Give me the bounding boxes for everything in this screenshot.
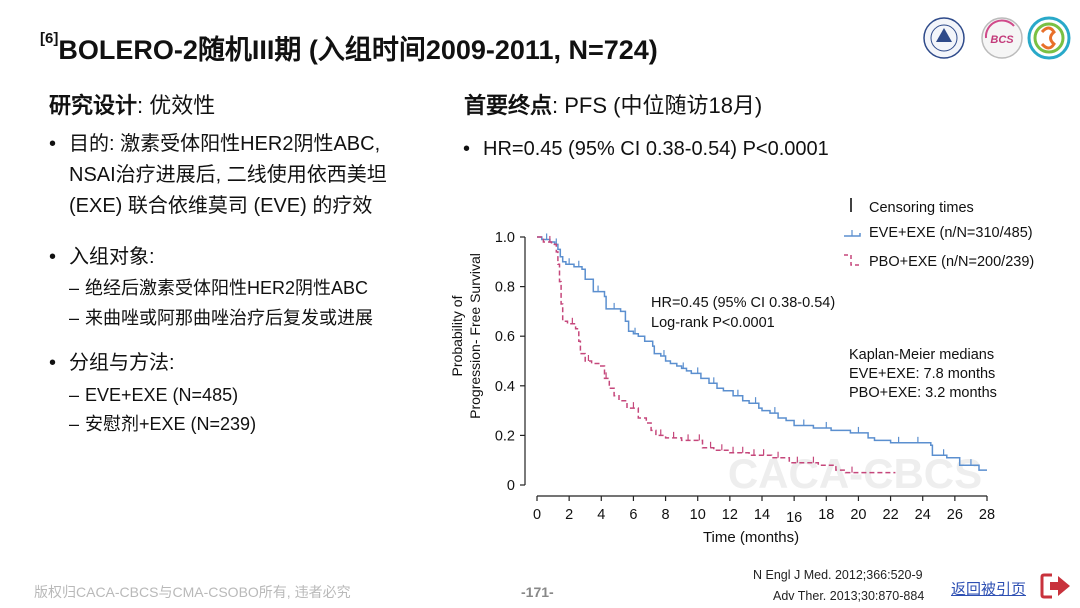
legend-censor-label: Censoring times	[869, 200, 974, 216]
x-tick-label: 6	[629, 507, 637, 523]
logos-group: BCS	[923, 16, 1071, 60]
x-tick-label: 10	[690, 507, 706, 523]
medians-annotation: Kaplan-Meier medians EVE+EXE: 7.8 months…	[849, 347, 997, 401]
kaplan-meier-chart: CACA-CBCS 00.20.40.60.81.00 2 4 6 8 10 12 14 16 1…	[449, 198, 1034, 546]
group-sub-1: – EVE+EXE (N=485)	[69, 385, 239, 405]
watermark: CACA-CBCS	[728, 450, 982, 497]
reference-2: Adv Ther. 2013;30:870-884	[773, 589, 925, 603]
grouping-bullet: • 分组与方法:	[49, 352, 175, 374]
x-tick-label: 0	[533, 507, 541, 523]
legend-eve-swatch	[844, 233, 861, 237]
y-tick-label: 0.2	[495, 428, 515, 444]
y-tick-label: 0.8	[495, 280, 515, 296]
hr-bullet: • HR=0.45 (95% CI 0.38-0.54) P<0.0001	[463, 138, 829, 160]
y-axis-label-line-2: Progression- Free Survival	[467, 253, 483, 419]
x-tick-label: 4	[597, 507, 605, 523]
primary-endpoint-heading: 首要终点: PFS (中位随访18月)	[464, 93, 763, 118]
x-tick-label: 28	[979, 507, 995, 523]
group-sub-2: – 安慰剂+EXE (N=239)	[69, 414, 257, 434]
x-tick-label: 20	[850, 507, 866, 523]
pbo-exe-survival-line	[537, 236, 896, 474]
y-tick-label: 0.4	[495, 379, 515, 395]
hr-annotation-line-2: Log-rank P<0.0001	[651, 315, 775, 331]
objective-bullet: • 目的: 激素受体阳性HER2阴性ABC, NSAI治疗进展后, 二线使用依西…	[49, 129, 449, 222]
objective-line-2: NSAI治疗进展后, 二线使用依西美坦	[69, 164, 387, 186]
page-number: -171-	[521, 584, 554, 600]
svg-text:BCS: BCS	[990, 34, 1014, 46]
enrollment-bullet: • 入组对象:	[49, 246, 155, 268]
exit-arrow-icon[interactable]	[1040, 572, 1072, 600]
medians-title: Kaplan-Meier medians	[849, 347, 994, 363]
x-tick-label: 24	[915, 507, 931, 523]
y-tick-label: 1.0	[495, 230, 515, 246]
median-eve: EVE+EXE: 7.8 months	[849, 366, 995, 382]
cbcs-logo-icon: BCS	[981, 17, 1023, 59]
x-tick-label: 2	[565, 507, 573, 523]
study-design-heading: 研究设计: 优效性	[49, 93, 216, 118]
chart-axes: 00.20.40.60.81.00 2 4 6 8 10 12 14 16 18 20 22 24 26 2…	[495, 230, 995, 526]
median-pbo: PBO+EXE: 3.2 months	[849, 385, 997, 401]
x-tick-label: 18	[818, 507, 834, 523]
legend-eve-label: EVE+EXE (n/N=310/485)	[869, 225, 1033, 241]
back-to-citation-link[interactable]: 返回被引页	[951, 581, 1027, 598]
objective-line-1: 目的: 激素受体阳性HER2阴性ABC,	[69, 133, 381, 155]
enrollment-sub-1: – 绝经后激素受体阳性HER2阴性ABC	[69, 278, 369, 298]
slide-title: [6]BOLERO-2随机III期 (入组时间2009-2011, N=724)	[40, 28, 658, 67]
x-tick-label: 26	[947, 507, 963, 523]
eve-exe-survival-line	[537, 236, 987, 471]
hr-annotation: HR=0.45 (95% CI 0.38-0.54) Log-rank P<0.…	[651, 295, 835, 331]
x-tick-label: 12	[722, 507, 738, 523]
legend-pbo-swatch	[844, 254, 860, 266]
x-tick-label: 22	[883, 507, 899, 523]
reference-1: N Engl J Med. 2012;366:520-9	[753, 568, 923, 582]
title-reference-marker: [6]	[40, 30, 59, 47]
x-tick-label: 16	[786, 510, 802, 526]
legend-pbo-label: PBO+EXE (n/N=200/239)	[869, 254, 1034, 270]
x-axis-label: Time (months)	[703, 529, 799, 546]
hr-annotation-line-1: HR=0.45 (95% CI 0.38-0.54)	[651, 295, 835, 311]
chart-series	[537, 233, 987, 474]
chart-legend: Censoring times EVE+EXE (n/N=310/485) PB…	[844, 198, 1034, 270]
y-tick-label: 0	[507, 478, 515, 494]
enrollment-sub-2: – 来曲唑或阿那曲唑治疗后复发或进展	[69, 308, 373, 328]
title-text: BOLERO-2随机III期 (入组时间2009-2011, N=724)	[58, 35, 658, 65]
x-tick-label: 8	[662, 507, 670, 523]
caca-logo-icon	[923, 17, 965, 59]
y-tick-label: 0.6	[495, 329, 515, 345]
objective-line-3: (EXE) 联合依维莫司 (EVE) 的疗效	[69, 195, 373, 217]
x-tick-label: 14	[754, 507, 770, 523]
copyright-notice: 版权归CACA-CBCS与CMA-CSOBO所有, 违者必究	[34, 584, 351, 600]
y-axis-label-line-1: Probability of	[449, 295, 465, 376]
y-axis-label: Probability of Progression- Free Surviva…	[449, 253, 483, 419]
csobo-logo-icon	[1027, 16, 1071, 60]
